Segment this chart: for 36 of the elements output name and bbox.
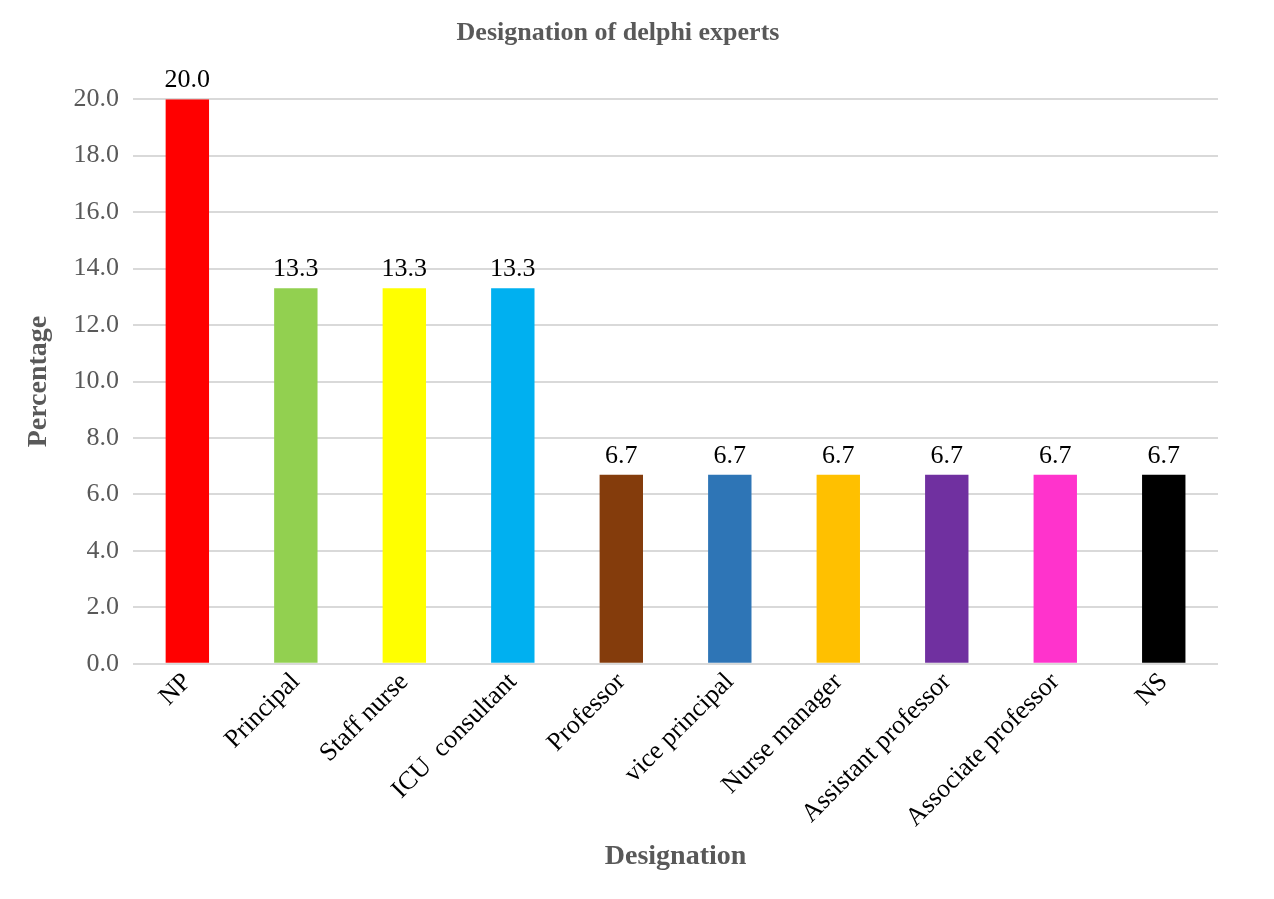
x-axis-title: Designation	[604, 839, 747, 871]
y-tick-label: 18.0	[73, 139, 120, 169]
bar	[274, 288, 318, 663]
bar	[165, 99, 210, 663]
data-label: 6.7	[822, 439, 855, 469]
y-tick-label: 16.0	[73, 195, 120, 225]
y-tick-label: 12.0	[73, 308, 120, 338]
data-label: 6.7	[930, 439, 964, 469]
data-label: 13.3	[490, 253, 536, 283]
chart-title: Designation of delphi experts	[456, 17, 780, 47]
bar	[599, 474, 643, 663]
y-tick-label: 4.0	[86, 534, 120, 564]
data-label: 6.7	[1147, 439, 1181, 469]
y-tick-label: 8.0	[86, 421, 120, 451]
data-label: 6.7	[713, 439, 747, 469]
bar	[1033, 474, 1077, 663]
bar	[491, 288, 535, 663]
data-label: 20.0	[164, 64, 211, 94]
bar	[816, 474, 860, 663]
y-tick-label: 20.0	[73, 83, 120, 113]
y-tick-label: 0.0	[86, 647, 120, 677]
data-label: 13.3	[273, 253, 319, 283]
bar	[1142, 474, 1186, 663]
y-tick-label: 14.0	[73, 252, 120, 282]
x-tick-label: NP	[152, 666, 197, 711]
y-tick-label: 10.0	[73, 365, 120, 395]
data-label: 6.7	[605, 439, 638, 469]
y-axis-title: Percentage	[21, 315, 53, 448]
x-tick-label: NS	[1128, 666, 1173, 711]
bar	[925, 474, 969, 663]
y-tick-label: 6.0	[86, 478, 120, 508]
data-label: 6.7	[1039, 439, 1072, 469]
bar	[382, 288, 427, 663]
bar	[708, 474, 752, 663]
y-tick-label: 2.0	[86, 591, 120, 621]
data-label: 13.3	[381, 253, 428, 283]
